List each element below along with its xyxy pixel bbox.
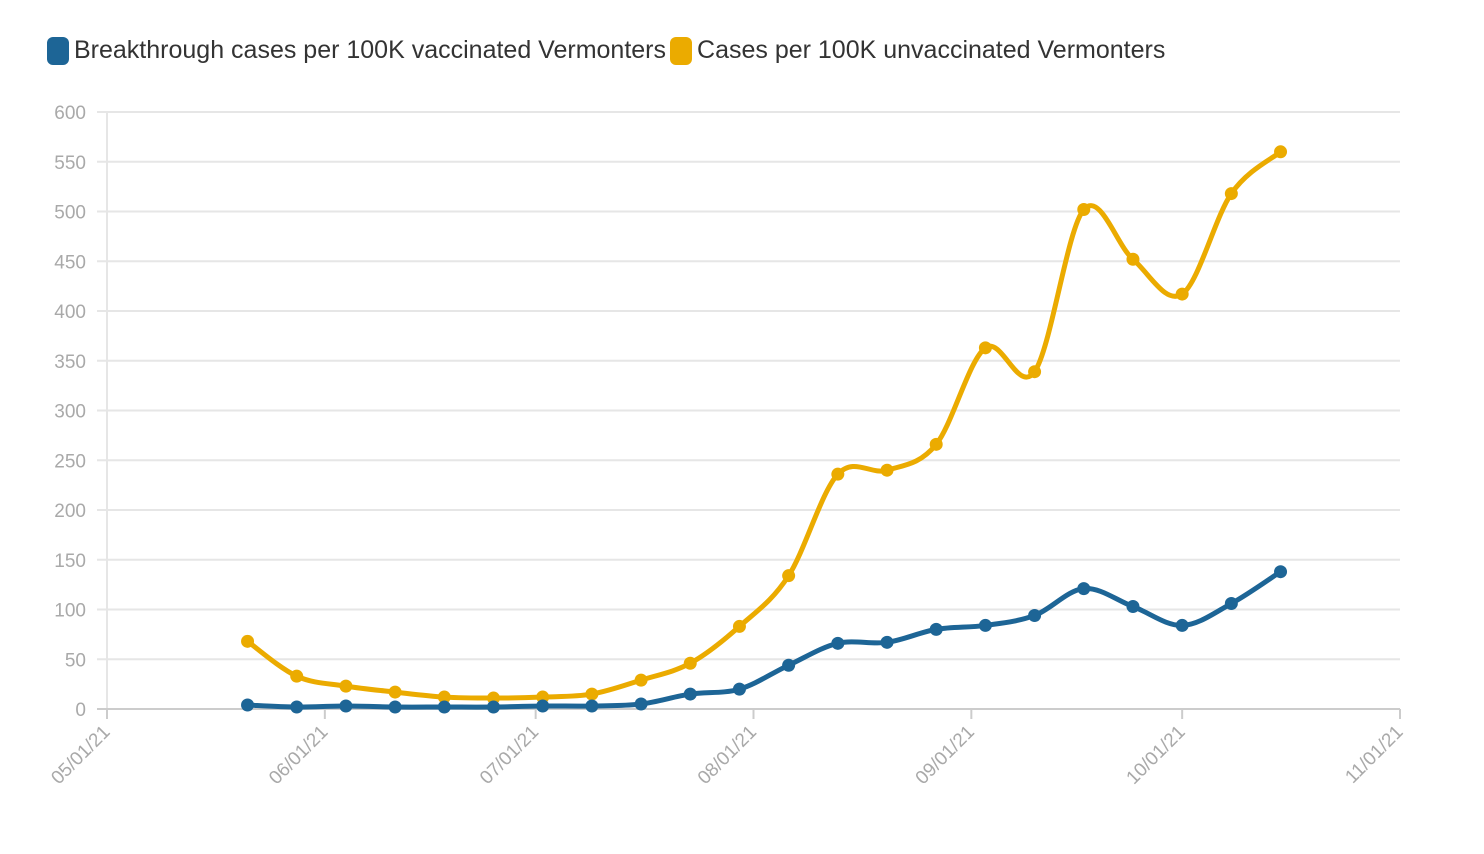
data-point-vaccinated[interactable] (880, 635, 894, 649)
legend-label-unvaccinated: Cases per 100K unvaccinated Vermonters (697, 36, 1166, 64)
data-point-unvaccinated[interactable] (1224, 187, 1238, 201)
series-points (241, 145, 1288, 714)
data-point-vaccinated[interactable] (1224, 597, 1238, 611)
data-point-unvaccinated[interactable] (732, 619, 746, 633)
y-tick-label: 600 (54, 103, 86, 124)
legend-item-unvaccinated[interactable]: Cases per 100K unvaccinated Vermonters (670, 36, 1165, 65)
data-point-unvaccinated[interactable] (388, 685, 402, 699)
x-tick-label: 09/01/21 (912, 722, 979, 789)
data-point-unvaccinated[interactable] (929, 437, 943, 451)
y-tick-label: 400 (54, 302, 86, 323)
data-point-unvaccinated[interactable] (290, 669, 304, 683)
data-point-unvaccinated[interactable] (486, 691, 500, 705)
data-point-vaccinated[interactable] (929, 622, 943, 636)
legend-swatch-vaccinated (47, 36, 69, 65)
data-point-vaccinated[interactable] (1077, 582, 1091, 596)
y-tick-label: 50 (65, 650, 86, 671)
data-point-vaccinated[interactable] (241, 698, 255, 712)
data-point-unvaccinated[interactable] (536, 690, 550, 704)
data-point-vaccinated[interactable] (683, 687, 697, 701)
y-tick-label: 550 (54, 153, 86, 174)
data-point-unvaccinated[interactable] (978, 341, 992, 355)
data-point-vaccinated[interactable] (1028, 608, 1042, 622)
x-axis-tick-labels: 05/01/21 06/01/21 07/01/21 08/01/21 09/01/21… (47, 722, 1407, 789)
data-point-vaccinated[interactable] (978, 618, 992, 632)
data-point-vaccinated[interactable] (536, 699, 550, 713)
y-tick-label: 150 (54, 551, 86, 572)
y-tick-label: 0 (75, 700, 86, 721)
legend-label-vaccinated: Breakthrough cases per 100K vaccinated V… (74, 36, 667, 64)
data-point-unvaccinated[interactable] (241, 634, 255, 648)
y-tick-label: 450 (54, 252, 86, 273)
chart-legend: Breakthrough cases per 100K vaccinated V… (47, 36, 1169, 65)
data-point-unvaccinated[interactable] (634, 673, 648, 687)
y-tick-label: 100 (54, 601, 86, 622)
data-point-vaccinated[interactable] (732, 682, 746, 696)
data-point-unvaccinated[interactable] (339, 679, 353, 693)
data-point-unvaccinated[interactable] (1028, 365, 1042, 379)
data-point-unvaccinated[interactable] (831, 467, 845, 481)
data-point-unvaccinated[interactable] (782, 569, 796, 583)
data-point-vaccinated[interactable] (831, 636, 845, 650)
data-point-vaccinated[interactable] (634, 697, 648, 711)
grid-lines (97, 111, 1400, 661)
data-point-vaccinated[interactable] (1175, 618, 1189, 632)
data-point-vaccinated[interactable] (388, 700, 402, 714)
data-point-unvaccinated[interactable] (437, 690, 451, 704)
data-point-unvaccinated[interactable] (683, 656, 697, 670)
x-tick-label: 10/01/21 (1123, 722, 1190, 789)
y-tick-label: 500 (54, 203, 86, 224)
series-lines (245, 149, 1284, 710)
data-point-vaccinated[interactable] (1274, 565, 1288, 579)
data-point-vaccinated[interactable] (339, 699, 353, 713)
data-point-vaccinated[interactable] (585, 699, 599, 713)
series-line-unvaccinated[interactable] (245, 149, 1284, 701)
y-tick-label: 200 (54, 501, 86, 522)
data-point-vaccinated[interactable] (782, 658, 796, 672)
data-point-unvaccinated[interactable] (1077, 203, 1091, 217)
x-tick-label: 05/01/21 (47, 722, 114, 789)
x-tick-label: 11/01/21 (1341, 722, 1407, 788)
legend-item-vaccinated[interactable]: Breakthrough cases per 100K vaccinated V… (47, 36, 666, 65)
data-point-vaccinated[interactable] (1126, 600, 1140, 614)
y-tick-label: 300 (54, 402, 86, 423)
data-point-vaccinated[interactable] (290, 700, 304, 714)
data-point-unvaccinated[interactable] (1175, 287, 1189, 301)
y-tick-label: 350 (54, 352, 86, 373)
y-axis-tick-labels: 0 50 100 150 200 250 300 350 400 450 500 550 600 (54, 103, 86, 721)
x-tick-label: 08/01/21 (694, 722, 761, 789)
data-point-unvaccinated[interactable] (1274, 145, 1288, 159)
x-tick-label: 06/01/21 (265, 722, 332, 789)
legend-swatch-unvaccinated (670, 36, 693, 65)
data-point-unvaccinated[interactable] (880, 463, 894, 477)
x-axis (97, 112, 1401, 719)
series-line-vaccinated[interactable] (245, 569, 1284, 710)
x-tick-label: 07/01/21 (476, 722, 543, 789)
data-point-vaccinated[interactable] (437, 700, 451, 714)
data-point-vaccinated[interactable] (486, 700, 500, 714)
data-point-unvaccinated[interactable] (1126, 252, 1140, 266)
y-tick-label: 250 (54, 451, 86, 472)
data-point-unvaccinated[interactable] (585, 687, 599, 701)
